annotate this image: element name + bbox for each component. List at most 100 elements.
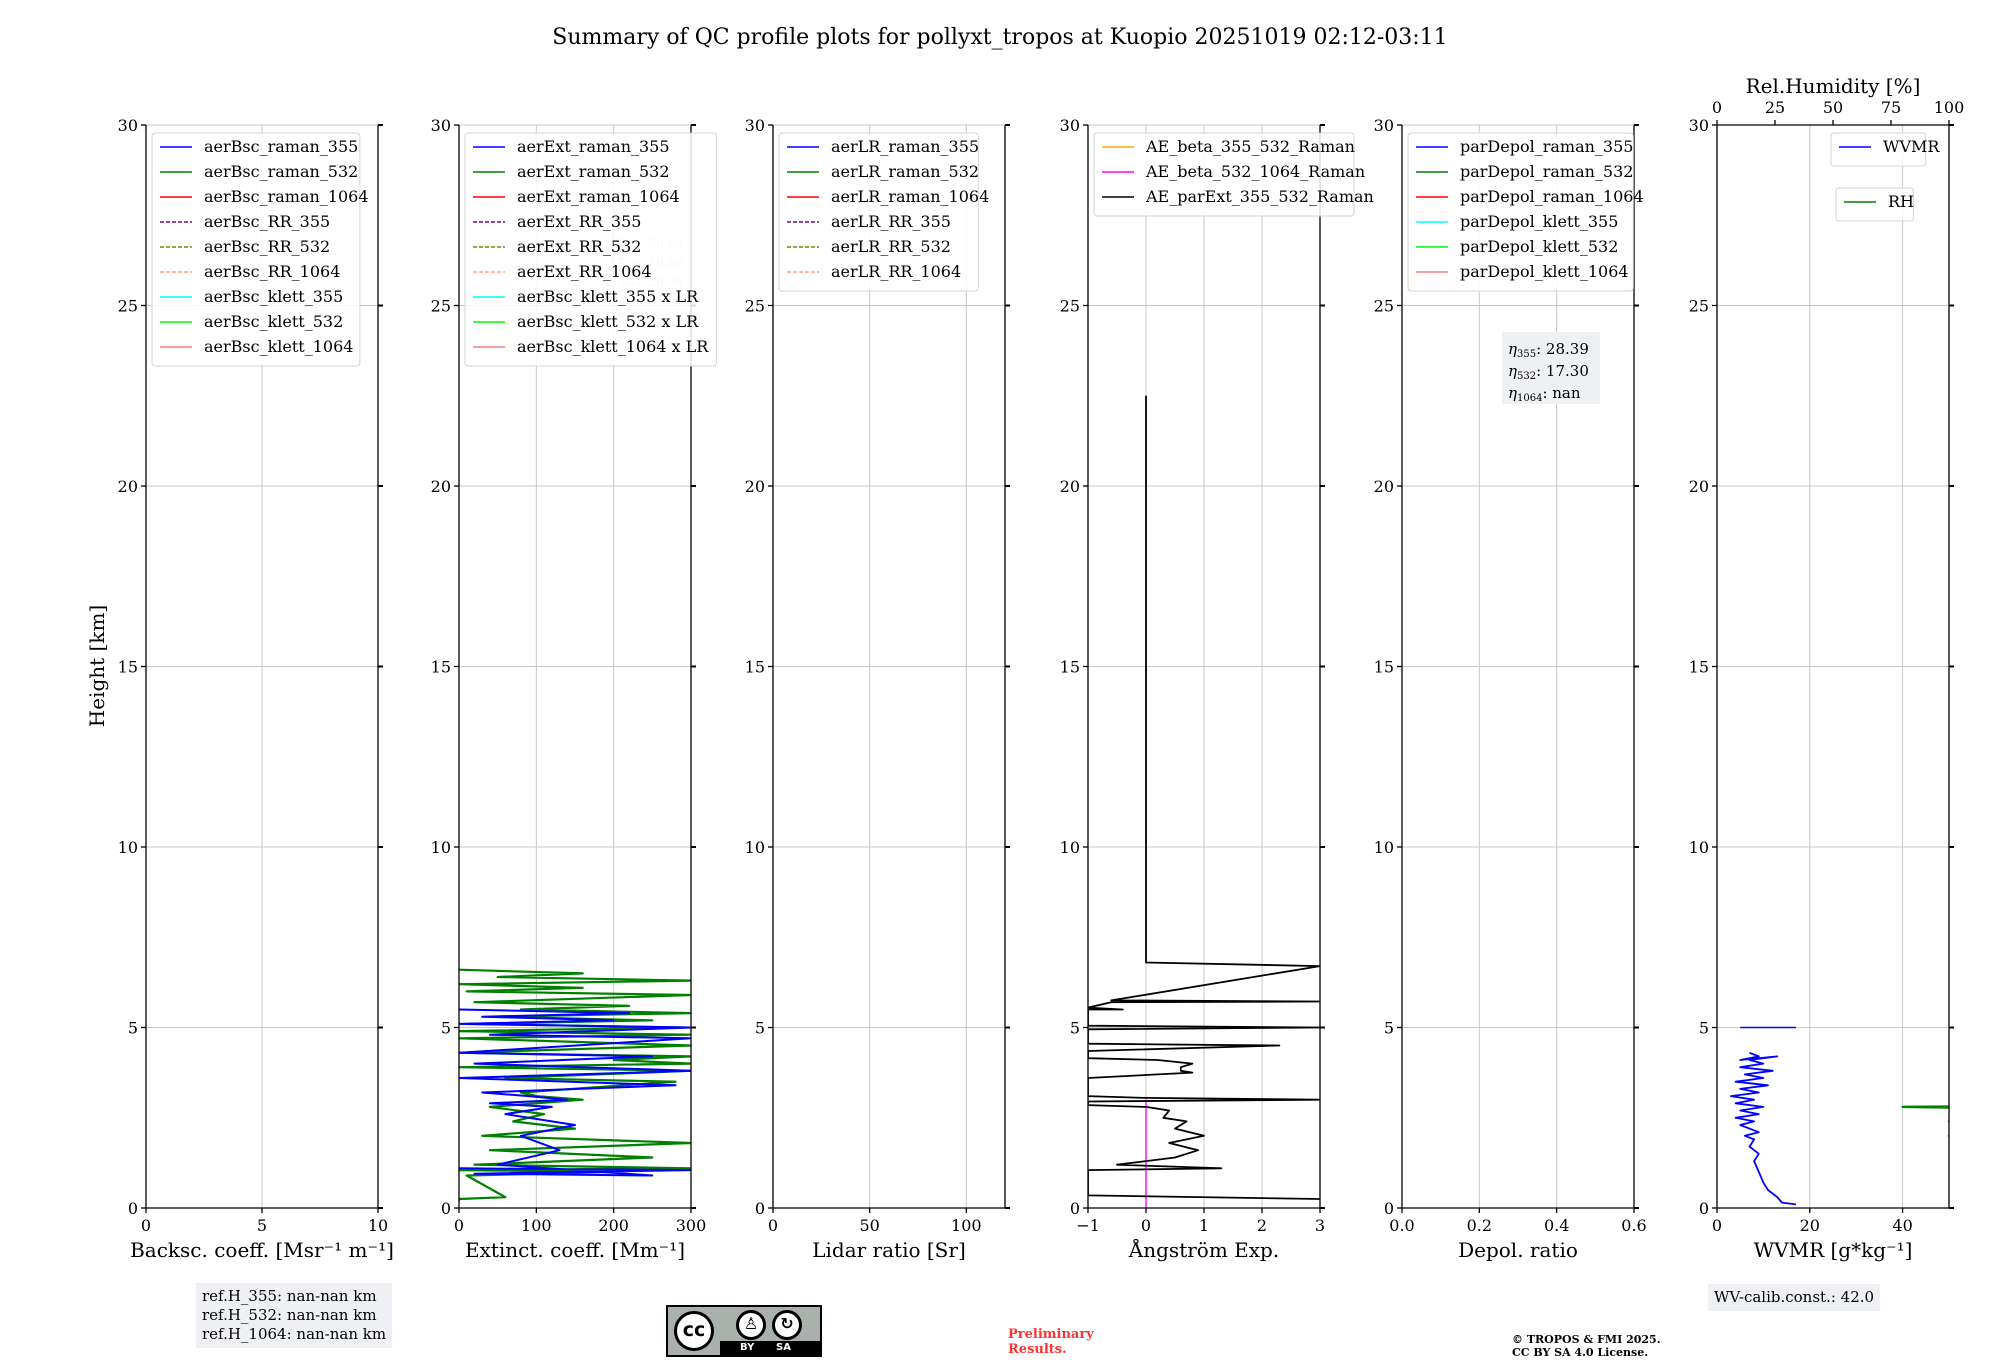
legend: parDepol_raman_355 parDepol_raman_532 parD… <box>1407 132 1644 292</box>
x-tick-label: 0 <box>1141 1216 1151 1235</box>
y-axis-label: Height [km] <box>85 605 109 727</box>
y-tick-label: 20 <box>1689 477 1709 496</box>
legend-label: aerLR_raman_532 <box>831 162 979 181</box>
data-lines <box>1088 395 1320 1208</box>
legend-label: aerBsc_klett_1064 <box>204 337 353 356</box>
legend-label: aerLR_raman_355 <box>831 137 979 156</box>
legend-label: aerLR_RR_355 <box>831 212 951 231</box>
x-tick-label: 0.6 <box>1621 1216 1646 1235</box>
panel-1: 0 5 10 15 20 25 30 0 5 10 Backsc. coeff. [Msr⁻¹ m⁻… <box>118 116 394 1262</box>
x-tick-label: 40 <box>1892 1216 1912 1235</box>
legend-box <box>778 132 979 292</box>
cc-by-label: BY <box>740 1342 755 1353</box>
legend-label: aerBsc_klett_532 <box>204 312 343 331</box>
legend-box <box>1093 132 1355 217</box>
y-tick-label: 30 <box>1689 116 1709 135</box>
legend-label: parDepol_raman_532 <box>1460 162 1633 181</box>
y-tick-label: 25 <box>118 297 138 316</box>
x-axis-label: WVMR [g*kg⁻¹] <box>1754 1238 1913 1262</box>
x-tick-label: 50 <box>859 1216 879 1235</box>
legend-label: aerExt_RR_355 <box>517 212 641 231</box>
y-tick-label: 5 <box>755 1019 765 1038</box>
y-tick-label: 0 <box>128 1199 138 1218</box>
series-line-WVMR <box>1730 1051 1797 1206</box>
x-axis-label: Depol. ratio <box>1458 1238 1578 1262</box>
legend-label: aerExt_RR_1064 <box>517 262 652 281</box>
cc-bottom-band: BY SA <box>720 1341 820 1355</box>
series-line-RH <box>1901 1105 1949 1143</box>
y-tick-label: 10 <box>745 838 765 857</box>
legend-box <box>1835 187 1914 222</box>
legend-label: aerBsc_klett_532 x LR <box>517 312 699 331</box>
y-tick-label: 5 <box>1699 1019 1709 1038</box>
y-tick-label: 15 <box>118 658 138 677</box>
eta-box-bg <box>1502 332 1600 404</box>
y-tick-label: 30 <box>118 116 138 135</box>
preliminary-line-2: Results. <box>1008 1342 1067 1357</box>
preliminary-results: Preliminary Results. <box>1008 1327 1094 1357</box>
x-axis-label: Backsc. coeff. [Msr⁻¹ m⁻¹] <box>130 1238 394 1262</box>
y-tick-label: 30 <box>1060 116 1080 135</box>
x-tick-label: −1 <box>1076 1216 1100 1235</box>
y-tick-label: 10 <box>1060 838 1080 857</box>
y-tick-label: 5 <box>128 1019 138 1038</box>
legend: AE_beta_355_532_Raman AE_beta_532_1064_Ra… <box>1093 132 1374 217</box>
x-tick-label: 100 <box>521 1216 552 1235</box>
x-axis-label: Extinct. coeff. [Mm⁻¹] <box>465 1238 685 1262</box>
legend-label: aerBsc_raman_1064 <box>204 187 369 206</box>
x-tick-label: 0 <box>141 1216 151 1235</box>
copyright-line-2: CC BY SA 4.0 License. <box>1512 1346 1649 1359</box>
x-tick-label: 0 <box>768 1216 778 1235</box>
legend-label: AE_beta_355_532_Raman <box>1145 137 1355 156</box>
y-tick-label: 20 <box>1060 477 1080 496</box>
ref-height-532: ref.H_532: nan-nan km <box>202 1306 377 1324</box>
y-tick-label: 5 <box>441 1019 451 1038</box>
legend-label: parDepol_raman_355 <box>1460 137 1633 156</box>
legend-label: aerLR_raman_1064 <box>831 187 989 206</box>
series-line-aerExt_raman_355 <box>459 1008 691 1177</box>
copyright-line-1: © TROPOS & FMI 2025. <box>1512 1333 1661 1346</box>
x-tick-label: 0.2 <box>1467 1216 1492 1235</box>
top-x-tick-label: 100 <box>1934 98 1965 117</box>
top-x-tick-label: 75 <box>1881 98 1901 117</box>
legend-label: aerExt_raman_1064 <box>517 187 680 206</box>
x-tick-label: 0 <box>454 1216 464 1235</box>
y-tick-label: 25 <box>745 297 765 316</box>
x-tick-label: 5 <box>257 1216 267 1235</box>
y-tick-label: 30 <box>745 116 765 135</box>
by-icon: ♙ <box>736 1310 766 1340</box>
legend-label: aerBsc_klett_1064 x LR <box>517 337 709 356</box>
y-tick-label: 0 <box>1384 1199 1394 1218</box>
x-tick-label: 300 <box>676 1216 707 1235</box>
series-line-AE_parExt_355_532_Raman <box>1088 395 1320 1200</box>
y-tick-label: 5 <box>1070 1019 1080 1038</box>
legend-label: parDepol_raman_1064 <box>1460 187 1644 206</box>
cc-license-logo: cc ♙ ↻ BY SA <box>666 1305 822 1357</box>
legend-label: aerBsc_RR_532 <box>204 237 330 256</box>
y-tick-label: 15 <box>745 658 765 677</box>
x-tick-label: 0.4 <box>1544 1216 1569 1235</box>
legend-label: aerBsc_RR_1064 <box>204 262 340 281</box>
top-axis-label: Rel.Humidity [%] <box>1746 74 1921 98</box>
eta-1064: η1064: nan <box>1508 384 1581 404</box>
y-tick-label: 0 <box>1699 1199 1709 1218</box>
y-tick-label: 20 <box>118 477 138 496</box>
x-tick-label: 10 <box>368 1216 388 1235</box>
y-tick-label: 25 <box>1060 297 1080 316</box>
legend-wvmr: WVMR <box>1830 132 1940 167</box>
x-axis-label: Ångström Exp. <box>1128 1237 1279 1262</box>
legend: aerExt_raman_355 aerExt_raman_532 aerExt_r… <box>464 132 717 367</box>
data-lines <box>459 968 691 1201</box>
top-x-tick-label: 0 <box>1712 98 1722 117</box>
y-tick-label: 10 <box>1689 838 1709 857</box>
y-tick-label: 15 <box>1689 658 1709 677</box>
panel-5: 0 5 10 15 20 25 30 0.0 0.2 0.4 0.6 Depol. ratio parD… <box>1374 116 1647 1262</box>
legend-label: aerLR_RR_1064 <box>831 262 961 281</box>
wv-calib-box: WV-calib.const.: 42.0 <box>1708 1284 1881 1311</box>
top-x-tick-label: 50 <box>1823 98 1843 117</box>
legend-label: WVMR <box>1883 137 1940 156</box>
